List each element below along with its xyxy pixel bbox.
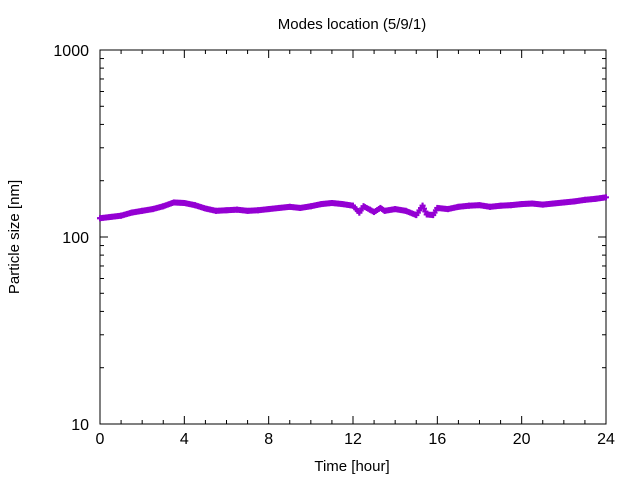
x-tick-label: 24 bbox=[597, 431, 615, 448]
series-point bbox=[381, 207, 388, 214]
series-point bbox=[508, 202, 515, 209]
series-point bbox=[539, 201, 546, 208]
series-point bbox=[356, 209, 363, 216]
y-tick-labels: 10 100 1000 bbox=[53, 43, 89, 434]
series-point bbox=[234, 206, 241, 213]
series-point bbox=[371, 209, 378, 216]
series-point bbox=[360, 203, 367, 210]
x-axis-label: Time [hour] bbox=[314, 458, 389, 475]
series-point bbox=[97, 215, 103, 222]
series-point bbox=[571, 198, 578, 205]
series-point bbox=[350, 202, 356, 209]
series-point bbox=[339, 201, 346, 208]
series-point bbox=[423, 211, 430, 218]
series-point bbox=[560, 199, 567, 206]
series-point bbox=[518, 201, 525, 208]
series-point bbox=[139, 207, 146, 214]
series-point bbox=[529, 200, 536, 207]
series-point bbox=[476, 202, 483, 209]
axis-ticks bbox=[99, 49, 607, 425]
series-point bbox=[265, 206, 272, 213]
chart-title: Modes location (5/9/1) bbox=[278, 16, 426, 33]
series-point bbox=[581, 196, 588, 203]
series-point bbox=[487, 203, 494, 210]
series-point bbox=[297, 204, 304, 211]
series-markers bbox=[97, 194, 609, 222]
series-point bbox=[223, 207, 230, 214]
series-point bbox=[286, 203, 293, 210]
y-tick-label: 100 bbox=[62, 230, 89, 247]
series-point bbox=[318, 201, 325, 208]
series-point bbox=[550, 200, 557, 207]
series-point bbox=[592, 195, 599, 202]
series-point bbox=[328, 199, 335, 206]
series-point bbox=[603, 194, 609, 201]
series-point bbox=[255, 207, 262, 214]
series-point bbox=[402, 207, 409, 214]
x-tick-label: 8 bbox=[264, 431, 273, 448]
series-point bbox=[413, 212, 420, 219]
y-axis-label: Particle size [nm] bbox=[6, 180, 23, 294]
series-point bbox=[497, 202, 504, 209]
series-point bbox=[244, 207, 251, 214]
y-tick-label: 1000 bbox=[53, 43, 89, 60]
series-point bbox=[118, 212, 125, 219]
series-point bbox=[212, 207, 219, 214]
series-point bbox=[170, 199, 177, 206]
series-point bbox=[160, 203, 167, 210]
x-tick-label: 16 bbox=[428, 431, 446, 448]
series-point bbox=[128, 209, 135, 216]
series-point bbox=[444, 206, 451, 213]
x-tick-label: 12 bbox=[344, 431, 362, 448]
x-tick-label: 4 bbox=[180, 431, 189, 448]
series-point bbox=[465, 202, 472, 209]
series-point bbox=[149, 206, 156, 213]
series-point bbox=[181, 199, 188, 206]
series-point bbox=[392, 206, 399, 213]
y-tick-label: 10 bbox=[71, 417, 89, 434]
series-point bbox=[307, 203, 314, 210]
series-point bbox=[419, 202, 426, 209]
series-point bbox=[434, 204, 441, 211]
series-point bbox=[191, 202, 198, 209]
series-point bbox=[430, 212, 437, 219]
series-point bbox=[107, 213, 114, 220]
series-point bbox=[377, 204, 384, 211]
x-tick-labels: 0 4 8 12 16 20 24 bbox=[96, 431, 615, 448]
x-tick-label: 0 bbox=[96, 431, 105, 448]
series-point bbox=[366, 206, 373, 213]
x-tick-label: 20 bbox=[513, 431, 531, 448]
plot-frame bbox=[99, 49, 607, 425]
series-point bbox=[455, 203, 462, 210]
series-point bbox=[276, 204, 283, 211]
series-point bbox=[202, 205, 209, 212]
